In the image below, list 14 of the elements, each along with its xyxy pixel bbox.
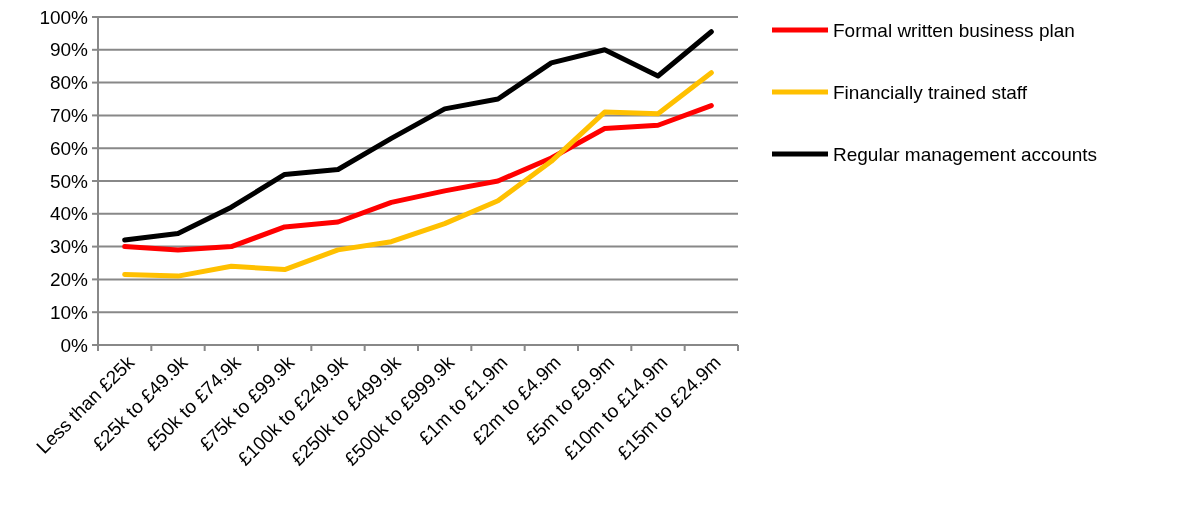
y-tick-label: 100% [39, 6, 89, 28]
legend-label: Formal written business plan [833, 19, 1075, 41]
y-tick-label: 90% [49, 39, 89, 61]
y-tick-label: 60% [49, 137, 89, 159]
legend-label: Financially trained staff [833, 81, 1028, 103]
y-tick-label: 40% [49, 203, 89, 225]
y-tick-label: 80% [49, 72, 89, 94]
y-tick-label: 20% [49, 269, 89, 291]
y-tick-label: 10% [49, 301, 89, 323]
y-tick-label: 70% [49, 105, 89, 127]
y-tick-label: 50% [49, 170, 89, 192]
legend-label: Regular management accounts [833, 143, 1098, 165]
y-tick-label: 30% [49, 236, 89, 258]
y-tick-label: 0% [60, 334, 89, 356]
